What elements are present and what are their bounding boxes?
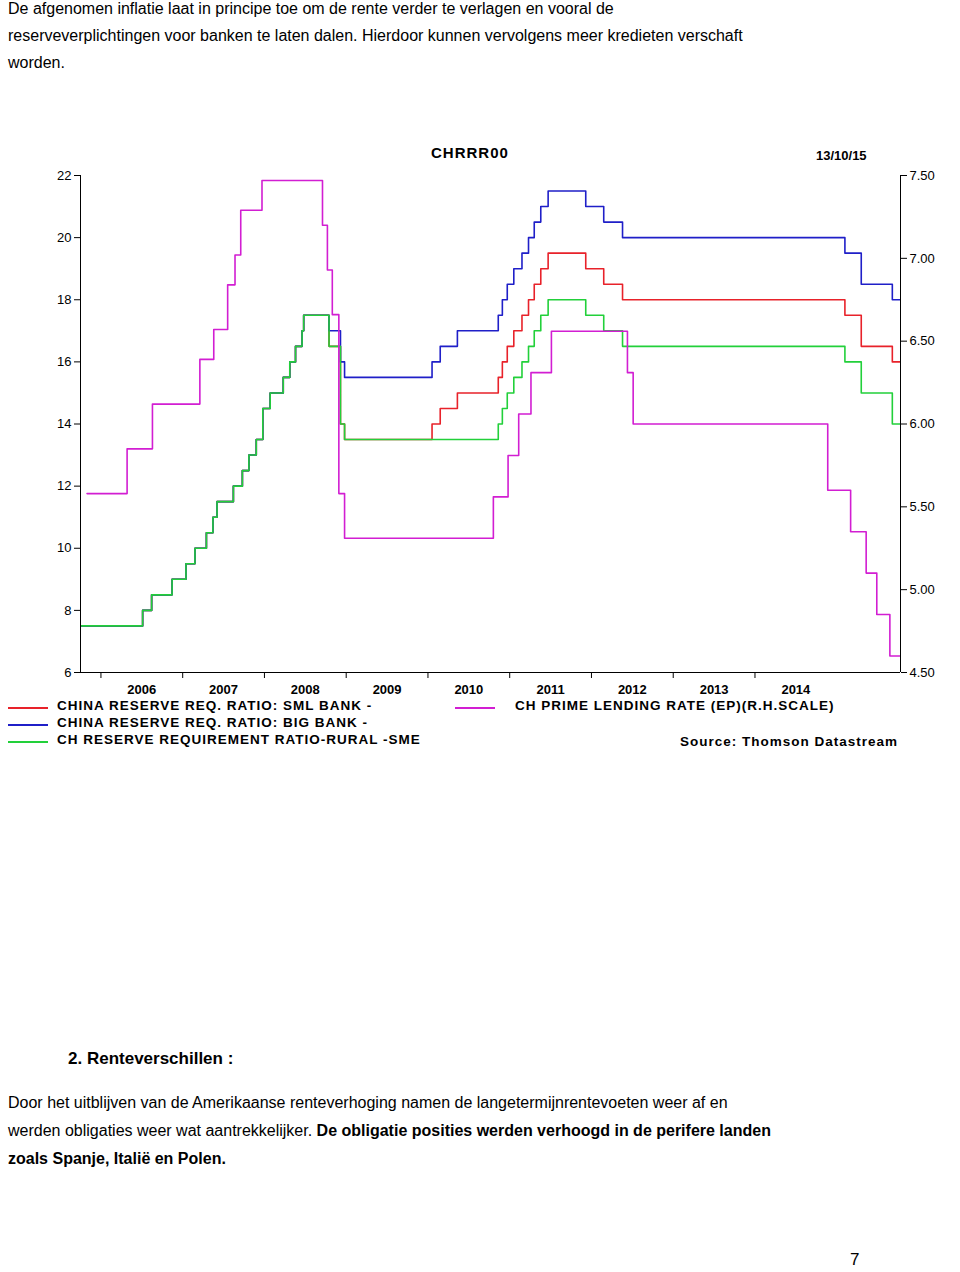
html-text:13/10/15: 13/10/15 — [816, 148, 867, 163]
svg-text:7.00: 7.00 — [910, 250, 935, 265]
html-text:zoals Spanje, Italië en Polen.: zoals Spanje, Italië en Polen. — [8, 1150, 226, 1167]
svg-text:6.50: 6.50 — [910, 333, 935, 348]
svg-text:6: 6 — [64, 665, 71, 680]
svg-text:5.50: 5.50 — [910, 499, 935, 514]
svg-text:4.50: 4.50 — [910, 665, 935, 680]
html-text:worden.: worden. — [8, 54, 65, 71]
svg-text:2006: 2006 — [127, 682, 156, 697]
svg-text:2008: 2008 — [291, 682, 320, 697]
svg-text:2011: 2011 — [536, 682, 564, 697]
html-text:7: 7 — [850, 1250, 860, 1269]
html-text:De afgenomen inflatie laat in: De afgenomen inflatie laat in principe t… — [8, 0, 614, 17]
svg-text:18: 18 — [57, 292, 71, 307]
svg-text:6.00: 6.00 — [910, 416, 935, 431]
html-text:CH PRIME LENDING RATE (EP)(R.H: CH PRIME LENDING RATE (EP)(R.H.SCALE) — [515, 698, 835, 713]
svg-text:8: 8 — [64, 603, 71, 618]
html-text:reserveverplichtingen voor ban: reserveverplichtingen voor banken te lat… — [8, 27, 743, 44]
svg-text:2014: 2014 — [781, 682, 811, 697]
html-text:Source: Thomson Datastream: Source: Thomson Datastream — [680, 734, 898, 749]
svg-text:2013: 2013 — [700, 682, 729, 697]
html-text:werden obligaties weer wat aan: werden obligaties weer wat aantrekkelijk… — [8, 1122, 771, 1139]
svg-text:22: 22 — [57, 168, 71, 183]
html-text:CHRRR00: CHRRR00 — [431, 144, 509, 161]
svg-text:5.00: 5.00 — [910, 582, 935, 597]
html-text:2. Renteverschillen :: 2. Renteverschillen : — [68, 1049, 234, 1068]
svg-text:2010: 2010 — [454, 682, 483, 697]
html-text:CHINA RESERVE REQ. RATIO: SML: CHINA RESERVE REQ. RATIO: SML BANK - — [57, 698, 373, 713]
svg-text:2007: 2007 — [209, 682, 238, 697]
svg-text:16: 16 — [57, 354, 71, 369]
svg-text:10: 10 — [57, 540, 71, 555]
svg-text:7.50: 7.50 — [910, 168, 935, 183]
html-text:CHINA RESERVE REQ. RATIO: BIG: CHINA RESERVE REQ. RATIO: BIG BANK - — [57, 715, 368, 730]
html-text:Door het uitblijven van de Ame: Door het uitblijven van de Amerikaanse r… — [8, 1094, 728, 1111]
svg-text:20: 20 — [57, 230, 71, 245]
svg-text:14: 14 — [57, 416, 71, 431]
svg-text:2009: 2009 — [373, 682, 402, 697]
svg-text:2012: 2012 — [618, 682, 647, 697]
svg-text:12: 12 — [57, 478, 71, 493]
html-text:CH RESERVE REQUIREMENT RATIO-R: CH RESERVE REQUIREMENT RATIO-RURAL -SME — [57, 732, 421, 747]
